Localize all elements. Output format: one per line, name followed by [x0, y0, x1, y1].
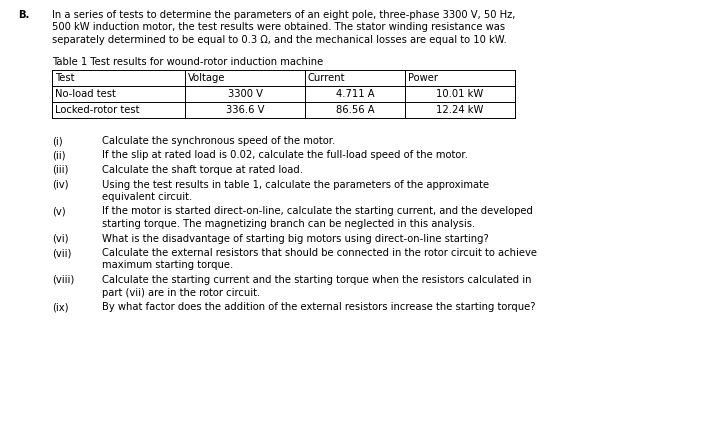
Text: maximum starting torque.: maximum starting torque.: [102, 260, 233, 270]
Text: If the motor is started direct-on-line, calculate the starting current, and the : If the motor is started direct-on-line, …: [102, 207, 533, 217]
Text: (v): (v): [52, 207, 66, 217]
Text: starting torque. The magnetizing branch can be neglected in this analysis.: starting torque. The magnetizing branch …: [102, 219, 475, 229]
Text: (ii): (ii): [52, 150, 66, 160]
Text: Power: Power: [408, 73, 438, 83]
Text: separately determined to be equal to 0.3 Ω, and the mechanical losses are equal : separately determined to be equal to 0.3…: [52, 35, 507, 45]
Text: Calculate the starting current and the starting torque when the resistors calcul: Calculate the starting current and the s…: [102, 275, 531, 285]
Text: Current: Current: [308, 73, 346, 83]
Text: Calculate the external resistors that should be connected in the rotor circuit t: Calculate the external resistors that sh…: [102, 248, 537, 258]
Text: 10.01 kW: 10.01 kW: [436, 89, 484, 99]
Text: 86.56 A: 86.56 A: [336, 105, 374, 115]
Text: Locked-rotor test: Locked-rotor test: [55, 105, 140, 115]
Text: 12.24 kW: 12.24 kW: [436, 105, 484, 115]
Text: Calculate the synchronous speed of the motor.: Calculate the synchronous speed of the m…: [102, 136, 336, 146]
Text: (i): (i): [52, 136, 63, 146]
Text: (vi): (vi): [52, 234, 68, 243]
Text: Using the test results in table 1, calculate the parameters of the approximate: Using the test results in table 1, calcu…: [102, 180, 489, 190]
Text: Voltage: Voltage: [188, 73, 225, 83]
Text: equivalent circuit.: equivalent circuit.: [102, 192, 192, 202]
Text: By what factor does the addition of the external resistors increase the starting: By what factor does the addition of the …: [102, 302, 536, 312]
Text: (iii): (iii): [52, 165, 68, 175]
Text: 336.6 V: 336.6 V: [226, 105, 264, 115]
Text: (iv): (iv): [52, 180, 68, 190]
Text: Test: Test: [55, 73, 74, 83]
Text: 500 kW induction motor, the test results were obtained. The stator winding resis: 500 kW induction motor, the test results…: [52, 23, 505, 33]
Text: 4.711 A: 4.711 A: [336, 89, 374, 99]
Text: (ix): (ix): [52, 302, 68, 312]
Text: Calculate the shaft torque at rated load.: Calculate the shaft torque at rated load…: [102, 165, 303, 175]
Text: What is the disadvantage of starting big motors using direct-on-line starting?: What is the disadvantage of starting big…: [102, 234, 489, 243]
Text: If the slip at rated load is 0.02, calculate the full-load speed of the motor.: If the slip at rated load is 0.02, calcu…: [102, 150, 468, 160]
Text: No-load test: No-load test: [55, 89, 116, 99]
Text: Table 1 Test results for wound-rotor induction machine: Table 1 Test results for wound-rotor ind…: [52, 57, 323, 67]
Text: In a series of tests to determine the parameters of an eight pole, three-phase 3: In a series of tests to determine the pa…: [52, 10, 516, 20]
Text: B.: B.: [18, 10, 30, 20]
Text: (vii): (vii): [52, 248, 71, 258]
Text: (viii): (viii): [52, 275, 74, 285]
Text: part (vii) are in the rotor circuit.: part (vii) are in the rotor circuit.: [102, 287, 260, 297]
Text: 3300 V: 3300 V: [228, 89, 263, 99]
